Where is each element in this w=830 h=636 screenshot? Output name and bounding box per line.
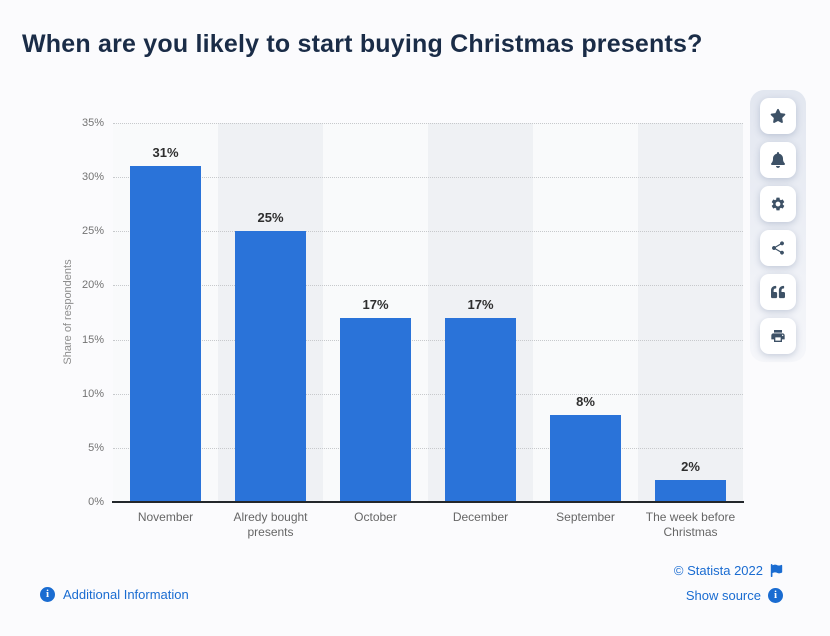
y-tick-label: 35% <box>81 117 104 129</box>
column-band <box>638 123 743 502</box>
x-category-label: December <box>452 510 509 524</box>
y-tick-label: 0% <box>88 496 104 508</box>
star-icon <box>770 108 786 123</box>
bar-value-label: 17% <box>362 296 389 312</box>
x-axis-line <box>112 501 744 503</box>
info-icon: i <box>768 588 783 603</box>
x-category-label: The week before Christmas <box>645 510 736 539</box>
copyright-label: © Statista 2022 <box>673 563 763 578</box>
bar-value-label: 25% <box>257 210 284 226</box>
gridline <box>113 447 743 449</box>
favorite-button[interactable] <box>760 98 796 134</box>
y-tick-label: 20% <box>81 279 104 292</box>
y-axis-ticks: 35% 30% 25% 20% 15% 10% 5% 0% <box>0 117 104 508</box>
gridline <box>113 231 743 233</box>
share-button[interactable] <box>760 230 796 266</box>
gridline <box>113 393 743 395</box>
page-title: When are you likely to start buying Chri… <box>22 30 703 58</box>
y-tick-label: 10% <box>81 387 104 400</box>
share-icon <box>772 241 784 255</box>
gear-icon <box>771 197 785 211</box>
plot-area: 31% 25% 17% 17% 8% 2% <box>113 123 743 502</box>
bar[interactable] <box>445 317 516 502</box>
bar[interactable] <box>655 480 726 502</box>
x-category-label: November <box>137 510 194 524</box>
bar[interactable] <box>130 166 201 502</box>
bar-value-label: 8% <box>576 394 595 410</box>
bar-value-label: 17% <box>467 296 494 312</box>
show-source-label: Show source <box>685 588 761 603</box>
bar[interactable] <box>235 231 306 502</box>
gridline <box>113 177 743 179</box>
y-tick-label: 25% <box>81 225 104 238</box>
chart-toolbar <box>750 90 806 362</box>
x-category-label: September <box>556 510 615 524</box>
flag-icon <box>770 564 783 577</box>
additional-information-link[interactable]: i Additional Information <box>40 587 189 602</box>
show-source-link[interactable]: Show source i <box>686 588 783 603</box>
printer-icon <box>771 330 785 342</box>
quote-icon <box>771 285 785 299</box>
additional-information-label: Additional Information <box>63 587 189 602</box>
x-category-label: October <box>354 510 397 524</box>
bar-value-label: 31% <box>152 145 179 161</box>
y-tick-label: 15% <box>81 333 104 346</box>
gridline <box>113 339 743 341</box>
settings-button[interactable] <box>760 186 796 222</box>
gridline <box>113 123 743 124</box>
y-tick-label: 30% <box>81 171 104 184</box>
bar[interactable] <box>340 317 411 502</box>
copyright-link[interactable]: © Statista 2022 <box>674 563 783 578</box>
x-category-label: Alredy bought presents <box>233 510 308 539</box>
y-tick-label: 5% <box>88 441 104 454</box>
info-icon: i <box>40 587 55 602</box>
bar[interactable] <box>550 415 621 502</box>
print-button[interactable] <box>760 318 796 354</box>
notifications-button[interactable] <box>760 142 796 178</box>
gridline <box>113 285 743 287</box>
bar-value-label: 2% <box>681 459 700 475</box>
footer-right: © Statista 2022 Show source i <box>674 563 783 603</box>
bell-icon <box>771 152 786 168</box>
cite-button[interactable] <box>760 274 796 310</box>
